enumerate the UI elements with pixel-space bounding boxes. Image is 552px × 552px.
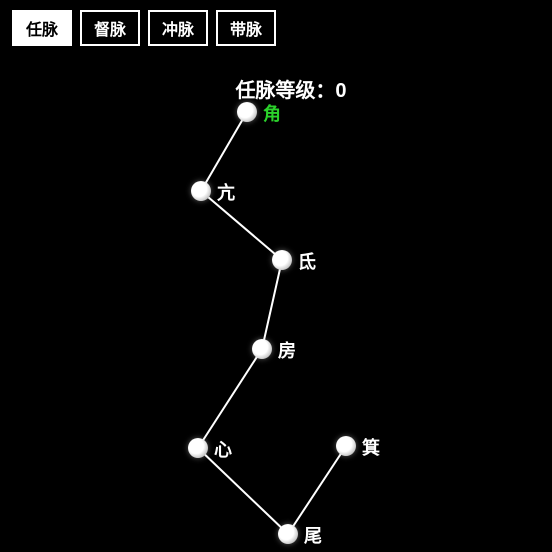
node-jiao[interactable]: 角 <box>237 102 257 122</box>
node-label: 箕 <box>362 434 380 460</box>
edge <box>198 349 262 448</box>
tab-dumai[interactable]: 督脉 <box>80 10 140 46</box>
tab-chongmai[interactable]: 冲脉 <box>148 10 208 46</box>
edge <box>262 260 282 349</box>
level-title: 任脉等级：0 <box>30 74 552 103</box>
node-label: 氐 <box>298 248 316 274</box>
node-dot-icon <box>188 438 208 458</box>
node-label: 亢 <box>217 179 235 205</box>
edge <box>288 446 346 534</box>
node-fang[interactable]: 房 <box>252 339 272 359</box>
node-wei[interactable]: 尾 <box>278 524 298 544</box>
node-dot-icon <box>336 436 356 456</box>
node-kang[interactable]: 亢 <box>191 181 211 201</box>
node-dot-icon <box>237 102 257 122</box>
node-label: 心 <box>214 436 232 462</box>
tab-daimai[interactable]: 带脉 <box>216 10 276 46</box>
node-dot-icon <box>252 339 272 359</box>
node-xin[interactable]: 心 <box>188 438 208 458</box>
tab-renmai[interactable]: 任脉 <box>12 10 72 46</box>
node-di[interactable]: 氐 <box>272 250 292 270</box>
node-label: 角 <box>263 100 281 126</box>
node-label: 尾 <box>304 522 322 548</box>
node-dot-icon <box>272 250 292 270</box>
node-ji[interactable]: 箕 <box>336 436 356 456</box>
node-dot-icon <box>278 524 298 544</box>
edge <box>201 191 282 260</box>
node-label: 房 <box>278 337 296 363</box>
edge <box>198 448 288 534</box>
node-dot-icon <box>191 181 211 201</box>
tab-bar: 任脉督脉冲脉带脉 <box>0 0 552 56</box>
